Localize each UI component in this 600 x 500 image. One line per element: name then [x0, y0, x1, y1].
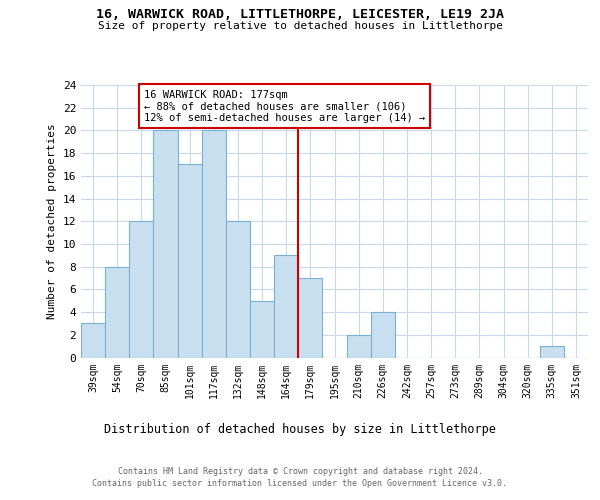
Text: Contains HM Land Registry data © Crown copyright and database right 2024.: Contains HM Land Registry data © Crown c… [118, 468, 482, 476]
Bar [154, 130, 178, 358]
Bar [129, 221, 154, 358]
Bar [298, 278, 322, 357]
Bar [371, 312, 395, 358]
Text: Distribution of detached houses by size in Littlethorpe: Distribution of detached houses by size … [104, 422, 496, 436]
Text: 16 WARWICK ROAD: 177sqm
← 88% of detached houses are smaller (106)
12% of semi-d: 16 WARWICK ROAD: 177sqm ← 88% of detache… [144, 90, 425, 122]
Bar [540, 346, 564, 358]
Bar [178, 164, 202, 358]
Text: 16, WARWICK ROAD, LITTLETHORPE, LEICESTER, LE19 2JA: 16, WARWICK ROAD, LITTLETHORPE, LEICESTE… [96, 8, 504, 20]
Text: Size of property relative to detached houses in Littlethorpe: Size of property relative to detached ho… [97, 21, 503, 31]
Bar [105, 266, 129, 358]
Text: Contains public sector information licensed under the Open Government Licence v3: Contains public sector information licen… [92, 479, 508, 488]
Bar [202, 130, 226, 358]
Y-axis label: Number of detached properties: Number of detached properties [47, 124, 57, 319]
Bar [250, 300, 274, 358]
Bar [81, 324, 105, 358]
Bar [226, 221, 250, 358]
Bar [347, 335, 371, 357]
Bar [274, 256, 298, 358]
